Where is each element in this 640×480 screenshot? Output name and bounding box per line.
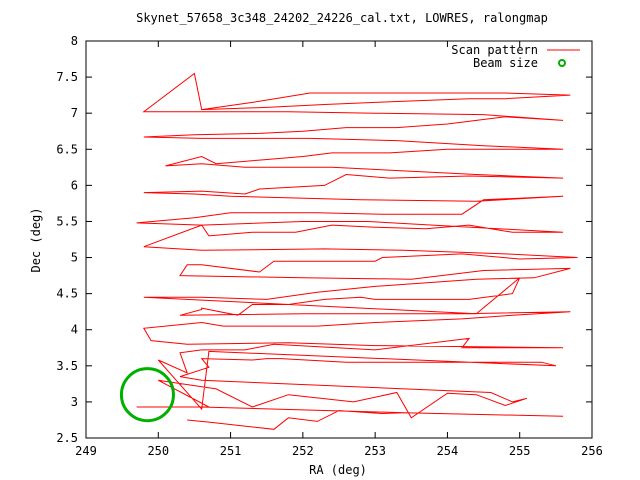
y-tick-label: 7.5 xyxy=(56,70,78,84)
x-tick-label: 252 xyxy=(292,444,314,458)
y-tick-label: 7 xyxy=(71,106,78,120)
x-tick-label: 256 xyxy=(581,444,603,458)
legend-beam-marker xyxy=(558,59,566,67)
series-layer xyxy=(136,72,578,430)
legend-scan-label: Scan pattern xyxy=(451,43,538,57)
x-tick-label: 250 xyxy=(147,444,169,458)
y-tick-label: 5 xyxy=(71,251,78,265)
chart-title: Skynet_57658_3c348_24202_24226_cal.txt, … xyxy=(136,11,548,25)
y-tick-label: 5.5 xyxy=(56,214,78,228)
y-tick-label: 2.5 xyxy=(56,431,78,445)
y-tick-label: 4.5 xyxy=(56,287,78,301)
y-tick-label: 8 xyxy=(71,34,78,48)
y-tick-label: 6.5 xyxy=(56,142,78,156)
y-tick-label: 3 xyxy=(71,395,78,409)
legend: Scan pattern Beam size xyxy=(451,43,580,70)
beam-size-circle xyxy=(119,367,175,423)
y-tick-label: 3.5 xyxy=(56,359,78,373)
x-tick-label: 254 xyxy=(437,444,459,458)
x-tick-label: 255 xyxy=(509,444,531,458)
plot-area xyxy=(85,40,593,439)
y-axis-label: Dec (deg) xyxy=(29,207,43,272)
x-tick-label: 251 xyxy=(220,444,242,458)
y-tick-label: 4 xyxy=(71,323,78,337)
y-tick-label: 6 xyxy=(71,178,78,192)
y-axis-ticks: 2.5 3 3.5 4 4.5 5 5.5 6 6.5 7 7.5 8 xyxy=(56,34,592,445)
x-axis-label: RA (deg) xyxy=(309,463,367,477)
x-axis-ticks: 249 250 251 252 253 254 255 256 xyxy=(75,41,603,458)
x-tick-label: 249 xyxy=(75,444,97,458)
legend-beam-label: Beam size xyxy=(473,56,538,70)
beam-layer xyxy=(119,367,175,423)
x-tick-label: 253 xyxy=(364,444,386,458)
scan-pattern-line xyxy=(136,72,578,430)
plot-frame xyxy=(85,40,593,439)
